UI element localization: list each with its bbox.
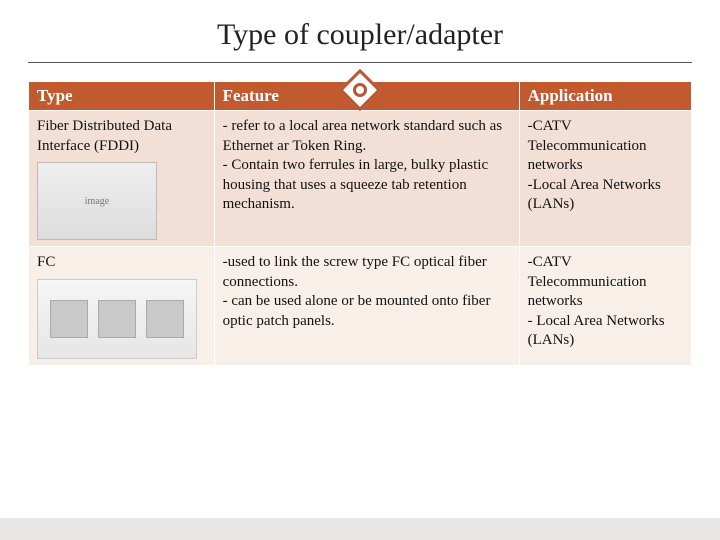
- cell-feature: -used to link the screw type FC optical …: [214, 247, 519, 366]
- cell-feature: - refer to a local area network standard…: [214, 111, 519, 247]
- col-header-application: Application: [519, 82, 691, 111]
- table-row: Fiber Distributed Data Interface (FDDI) …: [29, 111, 692, 247]
- slide: Type of coupler/adapter Type Feature App…: [0, 0, 720, 540]
- footer-bar: [0, 518, 720, 540]
- table-row: FC -used to link the screw type FC optic…: [29, 247, 692, 366]
- fddi-image-placeholder: image: [37, 162, 157, 240]
- ornament-icon: [339, 69, 381, 111]
- fc-image-placeholder: [37, 279, 197, 359]
- cell-type: FC: [29, 247, 215, 366]
- cell-application: -CATV Telecommunication networks-Local A…: [519, 111, 691, 247]
- coupler-table: Type Feature Application Fiber Distribut…: [28, 81, 692, 366]
- title-container: Type of coupler/adapter: [28, 18, 692, 63]
- type-label: Fiber Distributed Data Interface (FDDI): [37, 118, 172, 154]
- col-header-type: Type: [29, 82, 215, 111]
- type-label: FC: [37, 254, 55, 270]
- page-title: Type of coupler/adapter: [28, 18, 692, 52]
- cell-type: Fiber Distributed Data Interface (FDDI) …: [29, 111, 215, 247]
- cell-application: -CATV Telecommunication networks- Local …: [519, 247, 691, 366]
